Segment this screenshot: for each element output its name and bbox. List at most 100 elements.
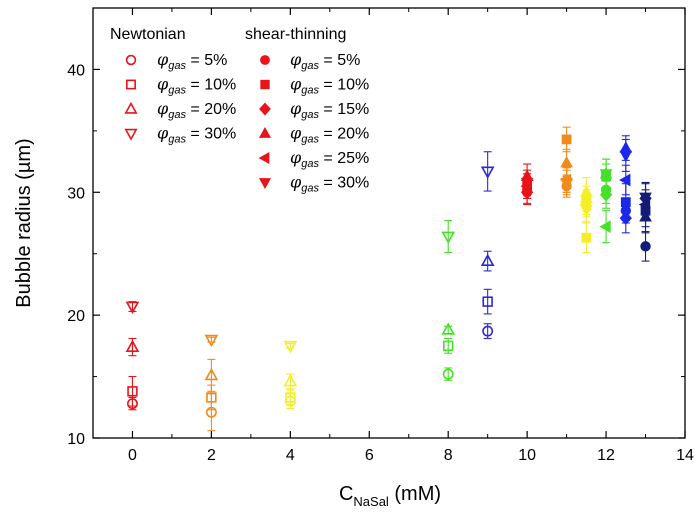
x-tick-label: 12 (597, 447, 615, 464)
x-tick-label: 4 (286, 447, 295, 464)
legend-newtonian-title: Newtonian (110, 26, 186, 43)
legend-value: = 10% (319, 77, 369, 94)
legend-entry-label: φgas = 20% (290, 124, 369, 146)
legend-entry-label: φgas = 30% (290, 173, 369, 195)
square-marker (126, 79, 136, 90)
triangle-up-marker (639, 210, 652, 222)
triangle-up-marker (258, 127, 272, 138)
legend-entry-label: φgas = 10% (290, 75, 369, 97)
square-marker (561, 134, 572, 145)
legend-subscript: gas (168, 134, 186, 146)
legend-subscript: gas (168, 60, 186, 72)
legend-subscript: gas (301, 183, 319, 195)
legend-subscript: gas (301, 109, 319, 121)
circle-marker (125, 54, 137, 66)
x-tick-label: 10 (518, 447, 536, 464)
legend-entry-label: φgas = 10% (157, 75, 236, 97)
circle-marker (442, 368, 454, 380)
legend-subscript: gas (168, 109, 186, 121)
triangle-down-marker (124, 128, 138, 141)
legend-symbol: φ (290, 124, 302, 143)
x-tick-label: 14 (676, 447, 694, 464)
circle-marker (482, 325, 494, 337)
triangle-down-marker (204, 334, 219, 348)
triangle-down-marker (579, 204, 593, 217)
triangle-up-marker (125, 339, 140, 353)
diamond-marker (259, 102, 271, 116)
triangle-up-marker (579, 185, 593, 197)
tick-labels: 0 2 4 6 8 10 12 14 10 20 30 40 (67, 62, 694, 464)
y-axis-title: Bubble radius (µm) (13, 138, 35, 307)
legend-shear-title: shear-thinning (245, 26, 346, 43)
x-tick-label: 8 (444, 447, 453, 464)
triangle-down-marker (283, 340, 298, 354)
triangle-up-marker (204, 367, 219, 381)
legend-symbol: φ (290, 173, 302, 192)
square-marker (482, 296, 493, 307)
circle-marker (640, 241, 651, 252)
square-marker (581, 232, 592, 243)
x-axis-title-unit: (mM) (389, 483, 441, 505)
legend-subscript: gas (168, 85, 186, 97)
plot-frame (92, 7, 686, 439)
legend-value: = 5% (319, 52, 360, 69)
diamond-marker (599, 187, 613, 202)
y-tick-label: 10 (67, 431, 85, 448)
legend-symbol: φ (290, 75, 302, 94)
legend-value: = 10% (186, 77, 236, 94)
data-markers (125, 134, 652, 418)
square-marker (620, 197, 631, 208)
square-marker (260, 79, 270, 90)
circle-marker (260, 55, 270, 65)
legend-symbol: φ (290, 99, 302, 118)
legend-subscript: gas (301, 158, 319, 170)
square-marker (285, 392, 296, 403)
x-tick-label: 0 (128, 447, 137, 464)
triangle-left-marker (599, 220, 611, 234)
circle-marker (126, 398, 138, 410)
y-tick-label: 40 (67, 62, 85, 79)
axis-ticks (92, 7, 686, 439)
x-tick-label: 6 (365, 447, 374, 464)
legend-symbol: φ (290, 50, 302, 69)
triangle-up-marker (441, 322, 456, 335)
legend-symbol: φ (157, 75, 169, 94)
square-marker (206, 392, 217, 403)
legend-symbol: φ (157, 50, 169, 69)
x-tick-label: 2 (207, 447, 216, 464)
triangle-up-marker (619, 141, 633, 153)
legend-symbol: φ (157, 124, 169, 143)
triangle-down-marker (125, 301, 140, 314)
triangle-up-marker (283, 374, 298, 387)
legend-value: = 30% (186, 126, 236, 143)
x-axis-title-main: C (339, 483, 353, 505)
triangle-left-marker (258, 151, 270, 165)
legend-symbol: φ (290, 148, 302, 167)
triangle-down-marker (560, 177, 573, 190)
legend-entry-label: φgas = 30% (157, 124, 236, 146)
legend-value: = 20% (186, 101, 236, 118)
x-axis-title: CNaSal (mM) (339, 483, 441, 509)
triangle-left-marker (618, 173, 631, 187)
x-axis-title-subscript: NaSal (353, 494, 389, 509)
legend-entry-label: φgas = 5% (290, 50, 360, 72)
legend-entry-label: φgas = 5% (157, 50, 227, 72)
triangle-down-marker (599, 169, 613, 181)
triangle-down-marker (258, 178, 272, 189)
y-tick-label: 20 (67, 308, 85, 325)
triangle-up-marker (560, 155, 573, 168)
legend-entry-label: φgas = 20% (157, 99, 236, 121)
square-marker (127, 386, 138, 397)
legend-entry-label: φgas = 25% (290, 148, 369, 170)
triangle-down-marker (639, 192, 652, 205)
legend-subscript: gas (301, 60, 319, 72)
triangle-down-marker (480, 166, 495, 179)
legend-value: = 5% (186, 52, 227, 69)
circle-marker (205, 406, 217, 418)
error-bars (128, 126, 650, 432)
legend-value: = 15% (319, 101, 369, 118)
legend-value: = 25% (319, 150, 369, 167)
triangle-up-marker (124, 101, 138, 114)
